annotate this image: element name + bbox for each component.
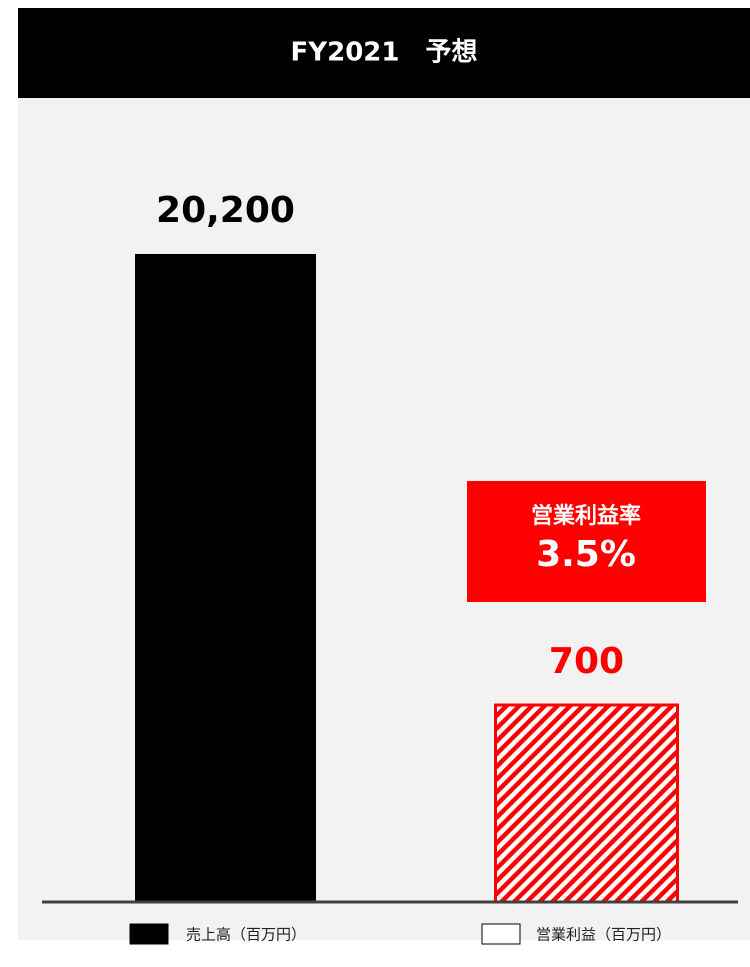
annotation-label: 営業利益率 xyxy=(531,503,641,529)
data-label: 20,200 xyxy=(156,190,295,231)
bar xyxy=(494,703,679,904)
legend-label: 営業利益（百万円） xyxy=(536,926,671,944)
annotation-box xyxy=(467,481,706,602)
legend-swatch xyxy=(481,923,521,945)
chart-title: FY2021 予想 xyxy=(291,38,478,68)
bar xyxy=(135,253,316,902)
legend-swatch xyxy=(129,923,169,945)
legend-label: 売上高（百万円） xyxy=(186,926,306,944)
header xyxy=(18,8,750,98)
annotation-value: 3.5% xyxy=(536,534,636,575)
data-label: 700 xyxy=(549,641,624,682)
marks: 20,200 売上高（百万円） 700 営業利益（百万円） xyxy=(129,190,679,945)
